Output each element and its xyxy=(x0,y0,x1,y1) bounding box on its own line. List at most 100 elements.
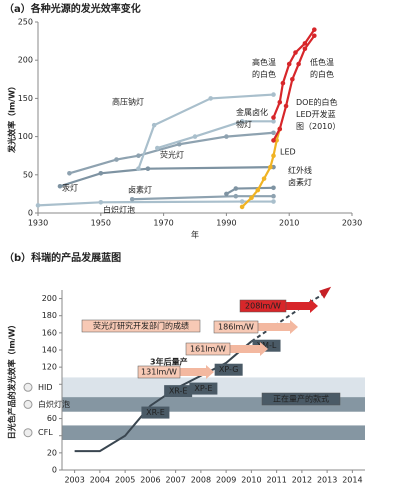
series-line xyxy=(250,290,328,343)
band-label: 白炽灯泡 xyxy=(38,399,70,409)
data-point xyxy=(286,61,292,67)
annotation-box xyxy=(213,320,259,334)
data-point xyxy=(145,166,151,171)
data-point xyxy=(271,138,276,143)
x-tick-label: 2014 xyxy=(342,476,362,485)
annotation: 131lm/W xyxy=(141,368,177,377)
y-tick-label: 180 xyxy=(42,311,57,320)
annotation: 161lm/W xyxy=(190,345,226,354)
series-line xyxy=(37,200,274,207)
band-icon xyxy=(23,428,33,438)
data-point xyxy=(35,203,41,208)
target-arrow xyxy=(286,299,318,313)
annotation: 3年后量产 xyxy=(150,357,188,367)
x-tick-label: 2005 xyxy=(115,476,135,485)
y-tick-label: 60 xyxy=(47,414,57,423)
data-point xyxy=(151,122,157,128)
series-label: 高压钠灯 xyxy=(112,97,144,107)
data-point xyxy=(271,193,276,199)
series-line xyxy=(137,93,274,170)
band-icon xyxy=(23,399,33,409)
y-tick-label: 50 xyxy=(23,170,33,179)
product-box xyxy=(189,382,218,395)
annotation-box xyxy=(81,319,201,333)
annotation: 208lm/W xyxy=(245,302,281,311)
series-line xyxy=(156,120,274,150)
annotation: 荧光灯研究开发部门的成绩 xyxy=(93,321,189,331)
data-point xyxy=(271,185,276,191)
data-point xyxy=(249,195,254,201)
data-point xyxy=(271,199,276,204)
data-point xyxy=(271,130,276,136)
data-point xyxy=(290,77,295,82)
data-point xyxy=(233,186,239,191)
data-point xyxy=(224,134,229,139)
data-point xyxy=(224,191,229,197)
data-point xyxy=(296,61,301,67)
x-tick-label: 2007 xyxy=(165,476,185,485)
y-tick-label: 100 xyxy=(18,132,33,141)
y-tick-label: 140 xyxy=(42,346,57,355)
x-tick-label: 1950 xyxy=(91,219,111,228)
data-point xyxy=(239,199,245,204)
series-label: 金属卤化物灯 xyxy=(236,107,268,129)
series-label: 高色温的白色 xyxy=(252,57,276,79)
x-tick-label: 2030 xyxy=(342,219,362,228)
target-arrow xyxy=(180,365,214,379)
product-label: XM-L xyxy=(257,341,277,350)
x-tick-label: 2011 xyxy=(266,476,286,485)
data-point xyxy=(271,119,276,124)
y-tick-label: 150 xyxy=(18,94,33,103)
data-point xyxy=(271,115,276,120)
data-point xyxy=(114,157,119,162)
product-box xyxy=(164,385,193,398)
product-label: XP-E xyxy=(194,384,212,393)
annotation-box xyxy=(137,365,181,379)
y-tick-label: 120 xyxy=(42,363,57,372)
x-tick-label: 2013 xyxy=(317,476,337,485)
data-point xyxy=(192,134,198,139)
data-point xyxy=(271,153,276,158)
series-line xyxy=(69,131,274,175)
data-point xyxy=(293,50,298,55)
band xyxy=(62,425,365,440)
annotation-box xyxy=(261,392,341,406)
product-label: XR-E xyxy=(169,387,188,396)
data-point xyxy=(255,187,261,193)
arrow-head xyxy=(319,286,332,299)
band-label: HID xyxy=(38,383,53,392)
series-label: 红外线卤素灯 xyxy=(288,165,312,187)
annotation: DOE的白色 LED开发蓝图（2010） xyxy=(296,97,340,131)
data-point xyxy=(312,27,317,32)
data-point xyxy=(208,96,213,101)
annotation-box xyxy=(239,299,287,313)
target-arrow xyxy=(230,342,268,356)
series-line xyxy=(59,166,274,188)
chart-title: （a）各种光源的发光效率变化 xyxy=(4,2,141,15)
data-point xyxy=(98,170,104,176)
y-axis-label: 日光色产品的发光效率（lm/W） xyxy=(7,321,17,440)
data-point xyxy=(136,166,141,171)
data-point xyxy=(177,141,182,147)
product-box xyxy=(214,363,243,376)
data-point xyxy=(57,183,63,189)
y-tick-label: 200 xyxy=(42,294,57,303)
y-tick-label: 160 xyxy=(42,328,57,337)
data-point xyxy=(261,176,267,181)
product-label: XR-E xyxy=(146,408,165,417)
data-point xyxy=(136,153,141,158)
x-tick-label: 1970 xyxy=(153,219,173,228)
x-tick-label: 2003 xyxy=(64,476,84,485)
data-point xyxy=(155,145,160,151)
data-point xyxy=(280,80,286,86)
x-tick-label: 2004 xyxy=(90,476,110,485)
y-tick-label: 0 xyxy=(52,466,57,475)
y-tick-label: 20 xyxy=(47,448,57,457)
x-tick-label: 2008 xyxy=(191,476,211,485)
product-box xyxy=(141,406,170,419)
x-axis-label: 年 xyxy=(191,230,199,240)
y-tick-label: 200 xyxy=(18,56,33,65)
annotation-box xyxy=(185,342,231,356)
